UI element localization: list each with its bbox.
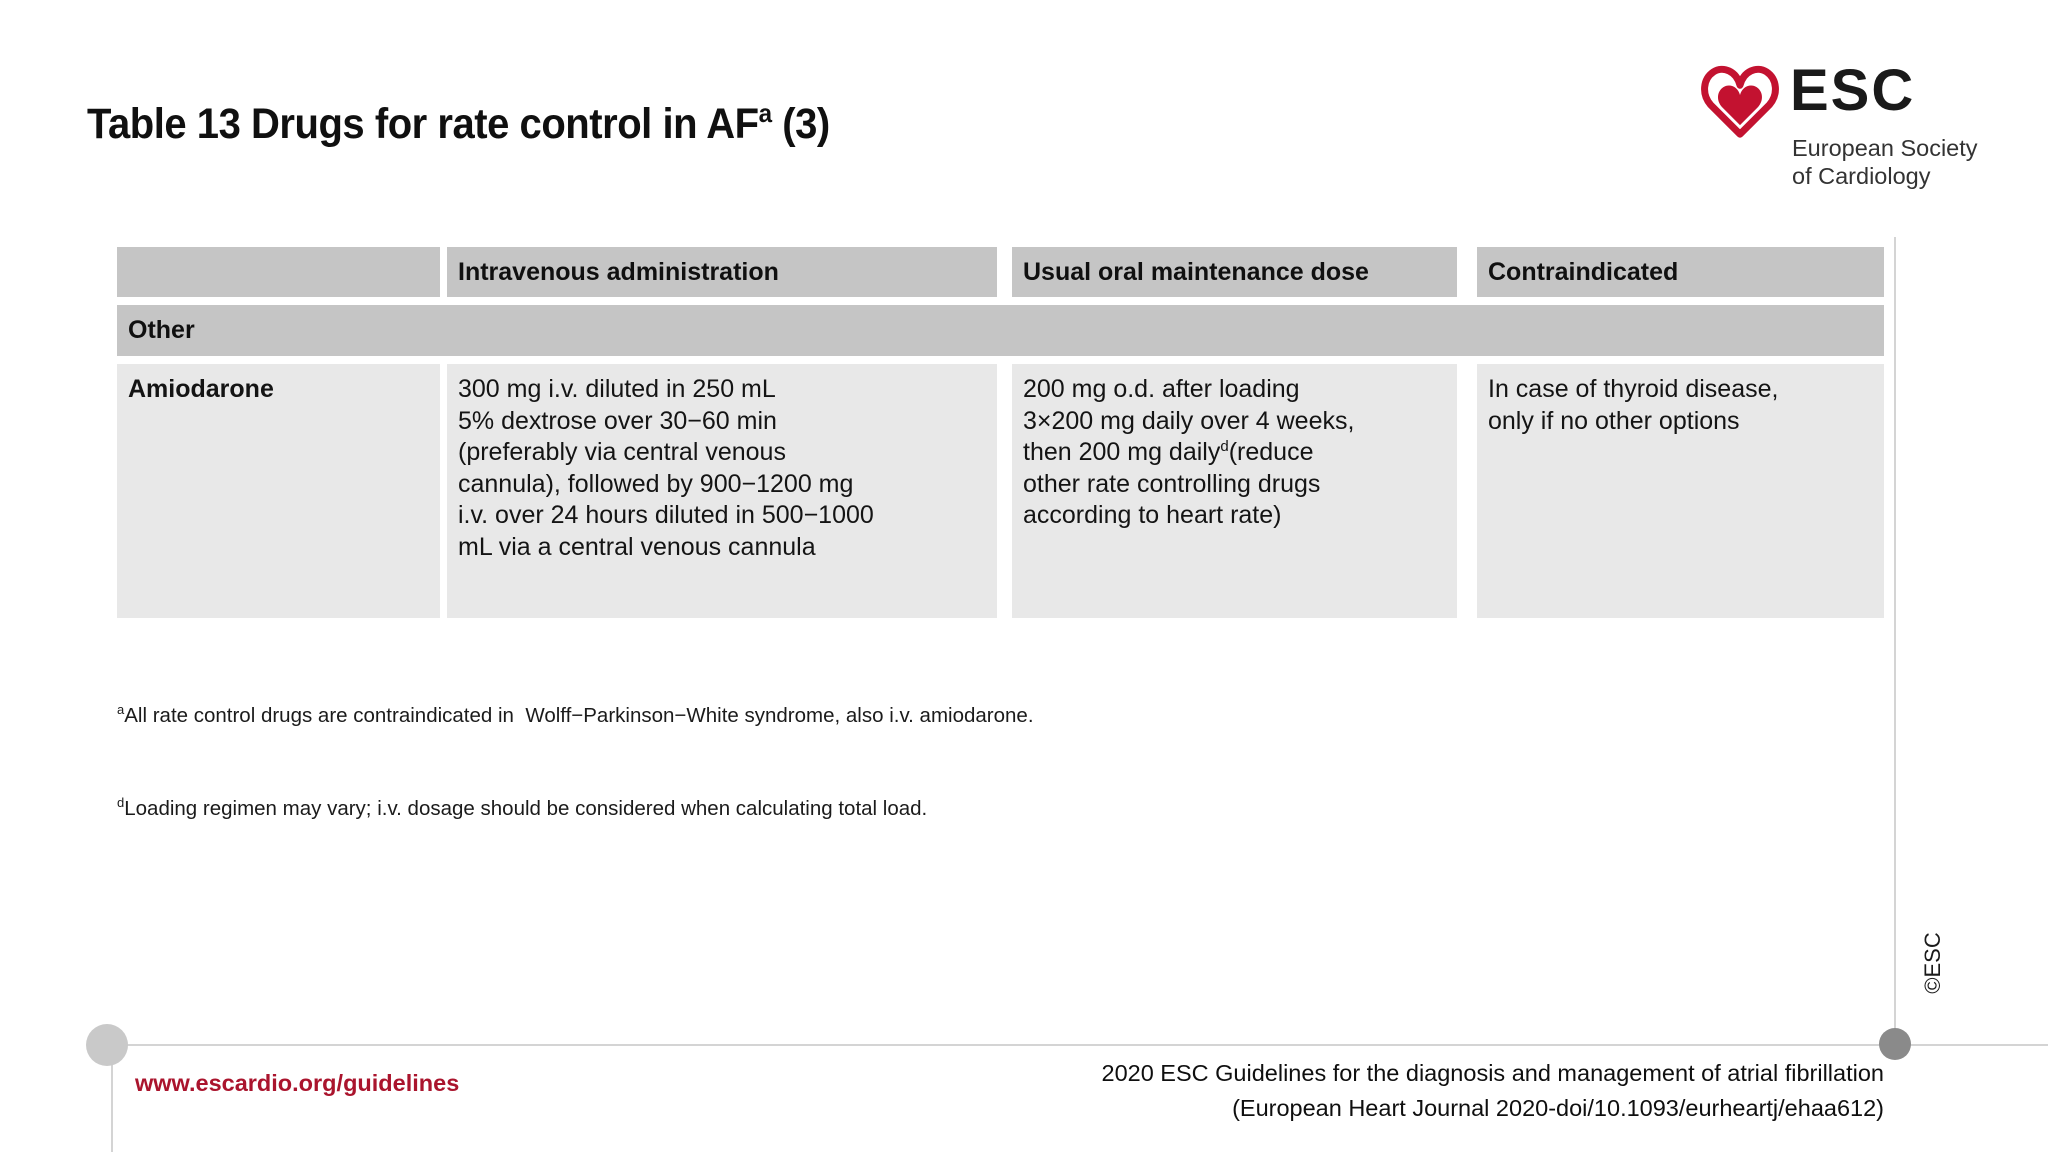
- footer-reference-line1: 2020 ESC Guidelines for the diagnosis an…: [1101, 1060, 1885, 1086]
- footnote-a: aAll rate control drugs are contraindica…: [117, 700, 1034, 731]
- header-cell-contraindicated: Contraindicated: [1477, 247, 1884, 297]
- footnote-d: dLoading regimen may vary; i.v. dosage s…: [117, 793, 1034, 824]
- oral-dose-part1: 200 mg o.d. after loading 3×200 mg daily…: [1023, 375, 1355, 466]
- footnote-d-text: Loading regimen may vary; i.v. dosage sh…: [124, 797, 928, 820]
- cell-contraindicated: In case of thyroid disease, only if no o…: [1477, 364, 1884, 618]
- cell-drug-name: Amiodarone: [117, 364, 440, 618]
- left-border-line: [111, 1045, 113, 1152]
- rate-control-table: Intravenous administration Usual oral ma…: [117, 247, 1884, 618]
- escardio-guidelines-link[interactable]: www.escardio.org/guidelines: [135, 1070, 460, 1096]
- footnote-d-marker: d: [117, 795, 125, 810]
- footnote-a-marker: a: [117, 702, 125, 717]
- footer-reference-line2: (European Heart Journal 2020-doi/10.1093…: [1232, 1095, 1884, 1121]
- footer-divider-line: [107, 1044, 2048, 1046]
- oral-dose-superscript: d: [1220, 438, 1229, 455]
- esc-heart-icon: [1701, 65, 1779, 138]
- cell-intravenous-administration: 300 mg i.v. diluted in 250 mL 5% dextros…: [447, 364, 997, 618]
- esc-logo-name-line1: European Society: [1792, 135, 1978, 161]
- footer-dot-right: [1879, 1028, 1911, 1060]
- cell-oral-maintenance-dose: 200 mg o.d. after loading 3×200 mg daily…: [1012, 364, 1457, 618]
- title-suffix: (3): [771, 100, 830, 148]
- footer-reference: 2020 ESC Guidelines for the diagnosis an…: [800, 1056, 1885, 1126]
- header-cell-oral-dose: Usual oral maintenance dose: [1012, 247, 1457, 297]
- page-title: Table 13 Drugs for rate control in AFa (…: [87, 100, 830, 149]
- footer-dot-left: [86, 1024, 128, 1066]
- oral-dose-part2: (reduce other rate controlling drugs acc…: [1023, 438, 1321, 529]
- title-text: Table 13 Drugs for rate control in AF: [87, 100, 759, 148]
- esc-logo-name-line2: of Cardiology: [1792, 163, 1931, 189]
- esc-logo-acronym: ESC: [1790, 58, 1916, 123]
- esc-logo-name: European Society of Cardiology: [1792, 134, 1978, 190]
- header-cell-empty: [117, 247, 440, 297]
- esc-copyright: ©ESC: [1920, 932, 1945, 994]
- header-cell-intravenous: Intravenous administration: [447, 247, 997, 297]
- title-superscript: a: [758, 98, 772, 128]
- footnote-a-text: All rate control drugs are contraindicat…: [124, 704, 1034, 727]
- footnotes: aAll rate control drugs are contraindica…: [117, 638, 1034, 886]
- table-section-other: Other: [117, 305, 1884, 356]
- right-border-line: [1894, 237, 1896, 1044]
